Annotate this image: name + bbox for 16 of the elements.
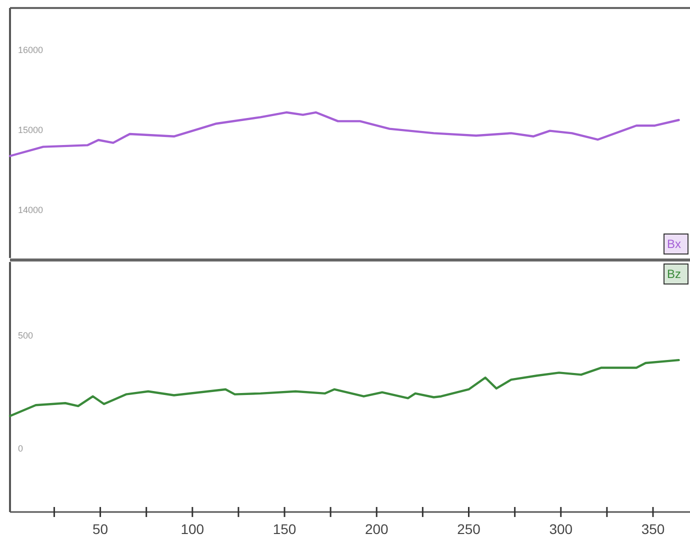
x-tick-label: 50: [92, 521, 108, 537]
line-series: [8, 358, 680, 418]
y-tick-label: 0: [18, 443, 24, 454]
text: Bz: [667, 267, 682, 281]
x-tick-label: 150: [272, 521, 296, 537]
y-tick-label: 500: [18, 330, 34, 341]
line-series: [8, 111, 680, 158]
x-tick-label: 250: [457, 521, 481, 537]
x-tick-label: 100: [180, 521, 204, 537]
x-tick-label: 200: [364, 521, 389, 537]
y-tick-label: 15000: [18, 125, 44, 136]
y-tick-label: 16000: [18, 45, 44, 56]
y-tick-label: 14000: [18, 205, 44, 216]
x-tick-label: 350: [641, 521, 665, 537]
text: Bx: [667, 237, 682, 251]
x-tick-label: 300: [549, 521, 573, 537]
